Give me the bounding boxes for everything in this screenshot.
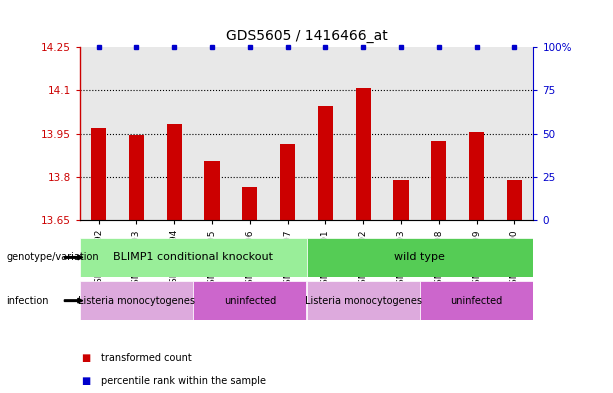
Bar [129,135,144,220]
Bar [420,281,533,320]
Bar [432,141,446,220]
Text: transformed count: transformed count [101,353,192,363]
Bar [306,238,533,277]
Bar [205,161,219,220]
Text: uninfected: uninfected [451,296,503,306]
Text: wild type: wild type [395,252,445,263]
Bar [469,132,484,220]
Bar [193,281,306,320]
Text: genotype/variation: genotype/variation [6,252,99,263]
Bar [318,106,333,220]
Bar [91,128,106,220]
Text: Listeria monocytogenes: Listeria monocytogenes [78,296,195,306]
Bar [356,88,371,220]
Text: ■: ■ [81,376,91,386]
Text: ■: ■ [81,353,91,363]
Text: Listeria monocytogenes: Listeria monocytogenes [305,296,422,306]
Text: infection: infection [6,296,48,306]
Bar [80,281,193,320]
Bar [167,123,181,220]
Text: percentile rank within the sample: percentile rank within the sample [101,376,266,386]
Text: uninfected: uninfected [224,296,276,306]
Title: GDS5605 / 1416466_at: GDS5605 / 1416466_at [226,29,387,43]
Bar [242,187,257,220]
Bar [80,238,306,277]
Bar [306,281,420,320]
Bar [280,144,295,220]
Bar [507,180,522,220]
Bar [394,180,408,220]
Text: BLIMP1 conditional knockout: BLIMP1 conditional knockout [113,252,273,263]
